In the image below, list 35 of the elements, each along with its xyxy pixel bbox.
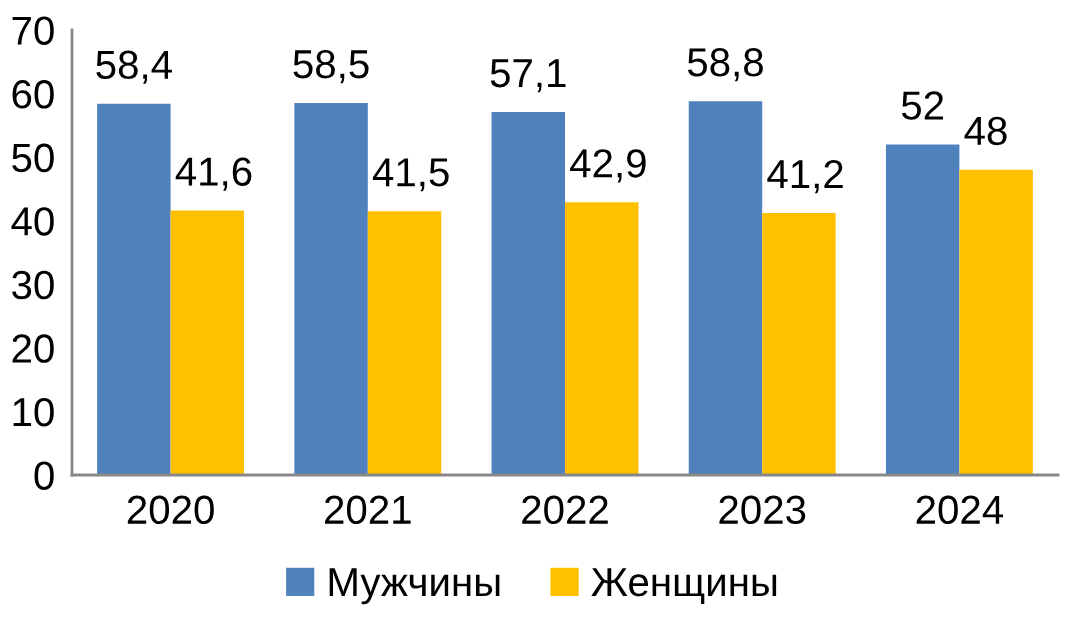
y-tick-label: 60 (12, 80, 54, 109)
data-label: 58,5 (293, 49, 369, 84)
y-tick-label: 30 (12, 270, 54, 300)
data-label: 41,6 (175, 157, 252, 191)
data-label: 58,8 (687, 48, 763, 82)
y-tick-label: 50 (12, 143, 54, 173)
y-tick-label: 10 (13, 397, 54, 427)
data-label: 58,4 (96, 50, 172, 84)
bar (885, 144, 960, 475)
bar (294, 103, 368, 475)
bar (762, 213, 836, 475)
data-label: 57,1 (490, 59, 566, 93)
data-label: 52 (901, 91, 944, 120)
bar (688, 101, 763, 475)
x-tick-label: 2023 (719, 495, 806, 525)
bar (97, 103, 171, 475)
x-tick-label: 2022 (522, 495, 608, 525)
x-tick-label: 2021 (325, 495, 411, 525)
legend-label: Женщины (591, 568, 777, 604)
y-tick-label: 20 (12, 334, 54, 363)
y-tick-label: 0 (34, 461, 54, 490)
bar (367, 211, 442, 475)
bar (491, 112, 565, 475)
x-tick-label: 2020 (127, 495, 214, 525)
data-label: 41,5 (372, 158, 449, 192)
bar (959, 169, 1033, 475)
bar (170, 210, 245, 475)
x-tick-label: 2024 (916, 495, 1004, 525)
y-tick-label: 40 (11, 207, 54, 236)
data-label: 48 (964, 116, 1007, 146)
legend-label: Мужчины (329, 568, 500, 605)
data-label: 41,2 (767, 159, 843, 194)
data-label: 42,9 (570, 149, 646, 183)
y-tick-label: 70 (12, 16, 54, 45)
bar (565, 202, 639, 475)
